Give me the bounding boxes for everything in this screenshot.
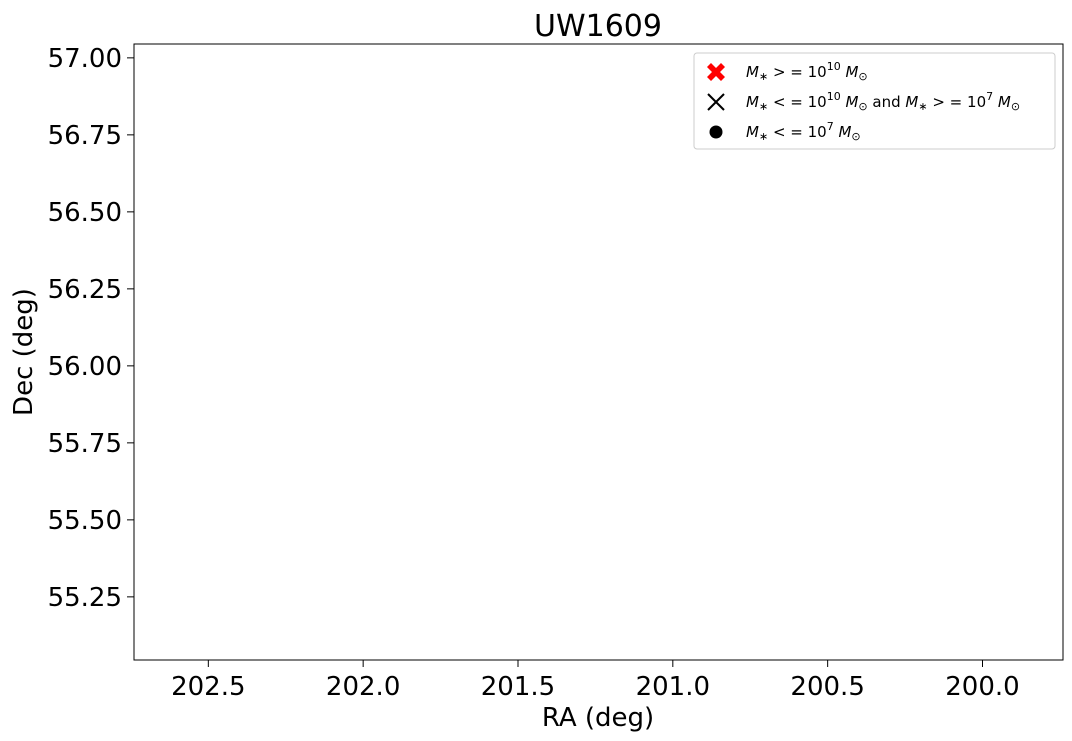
legend-text-part: M: [841, 63, 859, 81]
legend-text-part: 10: [827, 90, 841, 103]
x-tick-label: 202.5: [171, 672, 245, 702]
legend-text-part: ∗: [918, 100, 927, 113]
legend-text-part: 7: [827, 120, 834, 133]
y-axis-ticks: 55.25 55.50 55.75 56.00 56.25 56.50 56.75 57.00: [48, 44, 134, 613]
x-tick-label: 201.5: [481, 672, 555, 702]
legend-text-part: ⊙: [851, 130, 860, 143]
legend-frame: [693, 52, 1056, 150]
y-tick-label: 56.50: [48, 198, 122, 228]
legend-text-part: 7: [986, 90, 993, 103]
legend-text-part: ∗: [759, 100, 768, 113]
legend-text-part: and: [868, 93, 906, 111]
legend-text-part: 10: [827, 60, 841, 73]
y-tick-label: 55.50: [48, 506, 122, 536]
x-axis-label: RA (deg): [542, 703, 654, 733]
y-tick-label: 56.75: [48, 121, 122, 151]
legend-text-part: M: [746, 123, 759, 141]
legend-text-part: ∗: [759, 130, 768, 143]
x-tick-label: 200.0: [945, 672, 1019, 702]
y-tick-label: 57.00: [48, 44, 122, 74]
legend-text-part: M: [841, 93, 859, 111]
legend-text-part: < = 10: [768, 123, 827, 141]
x-axis-ticks: 202.5 202.0 201.5 201.0 200.5 200.0: [171, 660, 1020, 702]
chart-title: UW1609: [534, 9, 662, 44]
legend-text-part: M: [993, 93, 1011, 111]
legend-text-part: > = 10: [928, 93, 987, 111]
y-tick-label: 56.25: [48, 275, 122, 305]
x-tick-label: 202.0: [326, 672, 400, 702]
legend-marker-low-mass: [709, 125, 723, 139]
legend-label-low-mass: M∗ < = 107 M⊙: [746, 120, 861, 143]
legend-text-part: ∗: [759, 70, 768, 83]
x-tick-label: 200.5: [790, 672, 864, 702]
legend-label-high-mass: M∗ > = 1010 M⊙: [746, 60, 868, 83]
y-tick-label: 56.00: [48, 352, 122, 382]
legend: M∗ > = 1010 M⊙ M∗ < = 1010 M⊙ and M∗ > =…: [693, 52, 1056, 150]
legend-text-part: ⊙: [858, 100, 867, 113]
legend-label-mid-mass: M∗ < = 1010 M⊙ and M∗ > = 107 M⊙: [746, 90, 1020, 113]
legend-text-part: ⊙: [858, 70, 867, 83]
legend-text-part: M: [746, 63, 759, 81]
y-axis-label: Dec (deg): [9, 288, 39, 416]
y-tick-label: 55.25: [48, 583, 122, 613]
legend-marker-high-mass: [707, 63, 725, 81]
x-tick-label: 201.0: [636, 672, 710, 702]
legend-text-part: M: [834, 123, 852, 141]
legend-text-part: M: [905, 93, 918, 111]
legend-text-part: < = 10: [768, 93, 827, 111]
legend-text-part: ⊙: [1011, 100, 1020, 113]
legend-marker-mid-mass: [707, 93, 725, 111]
legend-text-part: M: [746, 93, 759, 111]
y-tick-label: 55.75: [48, 429, 122, 459]
legend-text-part: > = 10: [768, 63, 827, 81]
